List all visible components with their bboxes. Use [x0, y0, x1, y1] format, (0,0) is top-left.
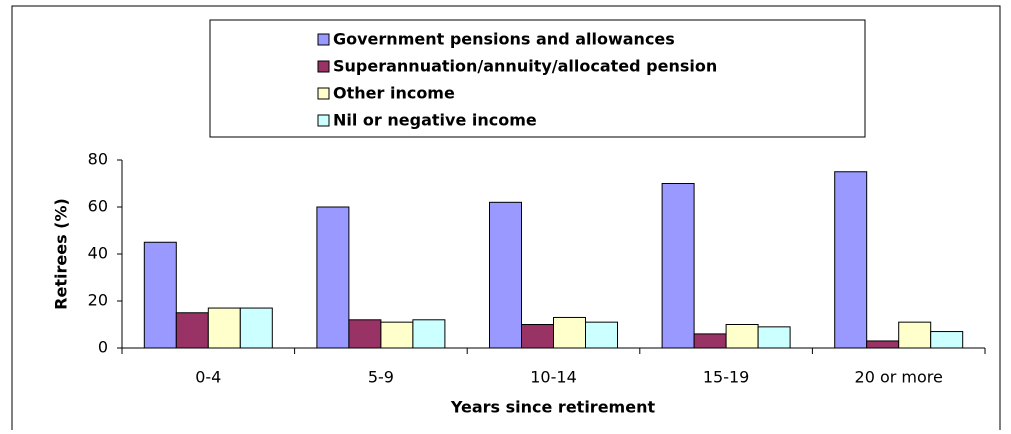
- legend-label: Nil or negative income: [333, 111, 537, 130]
- bar: [725, 324, 759, 349]
- bar: [380, 321, 414, 349]
- legend-label: Superannuation/annuity/allocated pension: [333, 57, 717, 76]
- bar: [898, 321, 932, 349]
- legend-swatch: [317, 114, 330, 127]
- bar: [757, 326, 791, 349]
- legend-swatch: [317, 60, 330, 73]
- x-tick-label: 15-19: [703, 368, 750, 387]
- y-tick-label: 40: [88, 244, 108, 263]
- y-tick-label: 20: [88, 291, 108, 310]
- bar: [239, 307, 273, 349]
- legend-label: Other income: [333, 84, 455, 103]
- bar: [930, 331, 964, 349]
- x-tick-label: 20 or more: [855, 368, 943, 387]
- y-tick-label: 80: [88, 150, 108, 169]
- bar: [585, 321, 618, 349]
- x-tick-label: 5-9: [368, 368, 394, 387]
- bar: [553, 316, 586, 349]
- legend-swatch: [317, 87, 330, 100]
- bar: [207, 307, 241, 349]
- bar: [412, 319, 446, 349]
- y-axis-title: Retirees (%): [52, 198, 71, 310]
- bar: [693, 333, 727, 349]
- bar: [316, 206, 350, 349]
- bar: [521, 324, 554, 349]
- bar: [661, 183, 695, 349]
- legend-label: Government pensions and allowances: [333, 30, 675, 49]
- x-tick-label: 10-14: [530, 368, 577, 387]
- bar: [348, 319, 382, 349]
- chart-frame: [11, 5, 1001, 434]
- bar: [489, 201, 522, 349]
- x-axis-title: Years since retirement: [450, 398, 656, 417]
- y-tick-label: 0: [98, 338, 108, 357]
- bar: [834, 171, 868, 349]
- bar: [175, 312, 209, 349]
- x-tick-label: 0-4: [195, 368, 221, 387]
- bar: [866, 340, 900, 349]
- bar: [143, 241, 177, 349]
- legend-swatch: [317, 33, 330, 46]
- y-tick-label: 60: [88, 197, 108, 216]
